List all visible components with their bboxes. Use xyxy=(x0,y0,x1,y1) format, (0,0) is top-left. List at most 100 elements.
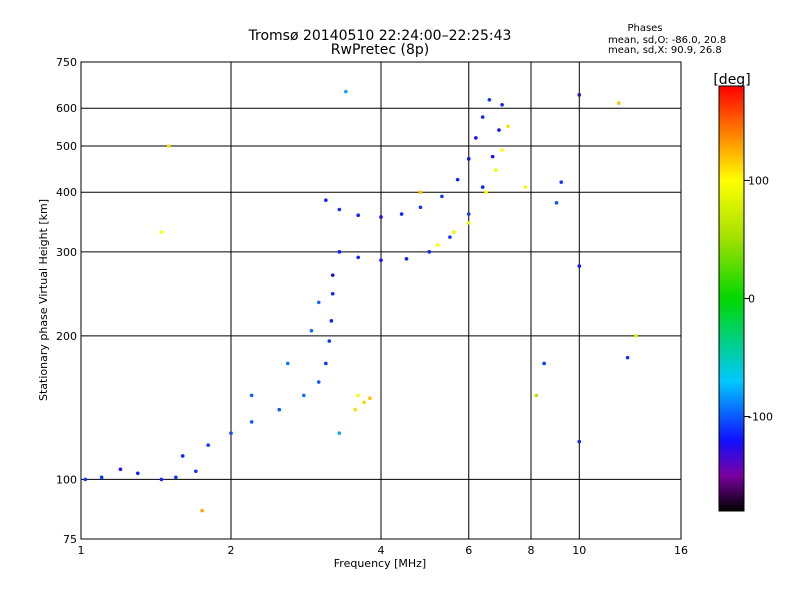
data-point xyxy=(309,328,314,333)
data-point xyxy=(506,124,510,129)
data-point xyxy=(159,477,164,482)
data-point xyxy=(497,128,501,132)
data-point xyxy=(99,475,104,480)
data-point xyxy=(180,454,185,458)
x-tick-label: 2 xyxy=(228,544,235,557)
data-point xyxy=(500,148,504,152)
y-tick-label: 75 xyxy=(63,533,77,546)
chart-title: Tromsø 20140510 22:24:00–22:25:43 xyxy=(248,28,512,44)
colorbar xyxy=(718,85,745,512)
data-point xyxy=(542,361,546,366)
data-point xyxy=(418,190,423,195)
x-tick-label: 1 xyxy=(78,544,85,557)
data-point xyxy=(83,477,88,482)
data-point xyxy=(379,215,383,219)
data-point xyxy=(399,212,404,216)
data-point xyxy=(249,393,254,398)
data-point xyxy=(159,230,164,234)
axis-ticks: 1 2 4 6 8 10 16 75 100 200 300 400 500 600 750 xyxy=(56,56,688,557)
y-axis-label: Stationary phase Virtual Height [km] xyxy=(37,199,50,401)
x-tick-label: 10 xyxy=(572,544,586,557)
y-tick-label: 100 xyxy=(56,473,77,486)
phase-stats-x: mean, sd,X: 90.9, 26.8 xyxy=(608,45,722,56)
data-point xyxy=(484,190,488,195)
chart-subtitle: RwPretec (8p) xyxy=(331,42,429,58)
data-point xyxy=(466,157,471,161)
data-point xyxy=(474,136,478,140)
data-point xyxy=(455,177,460,182)
data-point xyxy=(337,431,342,435)
data-point xyxy=(440,194,444,199)
data-point xyxy=(206,443,210,447)
data-point xyxy=(229,431,233,435)
data-point xyxy=(316,380,321,384)
data-point xyxy=(327,339,332,343)
data-point xyxy=(523,185,528,189)
data-point xyxy=(324,361,328,366)
data-point xyxy=(500,103,504,107)
y-tick-label: 400 xyxy=(56,186,77,199)
phase-stats-block: Phases mean, sd,O: -86.0, 20.8 mean, sd,… xyxy=(608,23,726,56)
data-point xyxy=(368,396,372,400)
x-tick-label: 6 xyxy=(465,544,472,557)
data-point xyxy=(625,355,630,360)
data-point xyxy=(435,243,440,247)
x-axis-label: Frequency [MHz] xyxy=(334,557,426,570)
data-point xyxy=(379,258,383,263)
y-tick-label: 750 xyxy=(56,56,77,69)
colorbar-ticks: 100 0 -100 xyxy=(744,174,773,424)
data-points xyxy=(83,89,638,513)
data-point xyxy=(534,393,539,398)
data-point xyxy=(200,508,204,513)
data-point xyxy=(249,420,254,424)
data-point xyxy=(353,407,357,412)
data-point xyxy=(634,334,638,338)
data-point xyxy=(330,291,335,296)
data-point xyxy=(494,168,498,172)
colorbar-tick-label: -100 xyxy=(748,411,773,424)
data-point xyxy=(487,97,492,102)
data-point xyxy=(316,300,321,305)
data-point xyxy=(324,198,328,202)
data-point xyxy=(466,221,471,225)
data-point xyxy=(427,250,432,254)
phase-stats-o: mean, sd,O: -86.0, 20.8 xyxy=(608,35,726,46)
data-point xyxy=(356,393,360,398)
data-point xyxy=(616,101,621,105)
data-point xyxy=(302,393,306,398)
y-tick-label: 200 xyxy=(56,330,77,343)
y-tick-label: 500 xyxy=(56,140,77,153)
data-point xyxy=(330,273,335,277)
data-point xyxy=(174,475,178,480)
data-point xyxy=(554,201,559,205)
data-point xyxy=(362,400,366,405)
colorbar-label: [deg] xyxy=(713,72,750,88)
y-tick-label: 300 xyxy=(56,246,77,259)
x-tick-label: 8 xyxy=(528,544,535,557)
data-point xyxy=(559,180,564,184)
data-point xyxy=(166,144,171,148)
data-point xyxy=(448,235,452,239)
data-point xyxy=(337,207,342,212)
colorbar-tick-label: 100 xyxy=(748,174,769,187)
data-point xyxy=(480,185,485,189)
data-point xyxy=(194,469,198,474)
x-tick-label: 16 xyxy=(674,544,688,557)
data-point xyxy=(337,250,342,254)
data-point xyxy=(285,361,290,366)
data-point xyxy=(490,154,495,159)
data-point xyxy=(329,319,334,323)
data-point xyxy=(418,205,423,210)
data-point xyxy=(404,257,409,261)
data-point xyxy=(277,407,282,412)
data-point xyxy=(135,471,140,476)
phase-stats-title: Phases xyxy=(627,23,662,34)
x-tick-label: 4 xyxy=(378,544,385,557)
data-point xyxy=(356,213,360,218)
gridlines xyxy=(81,62,681,539)
y-tick-label: 600 xyxy=(56,102,77,115)
data-point xyxy=(452,230,456,234)
data-point xyxy=(118,467,123,472)
data-point xyxy=(577,93,582,97)
